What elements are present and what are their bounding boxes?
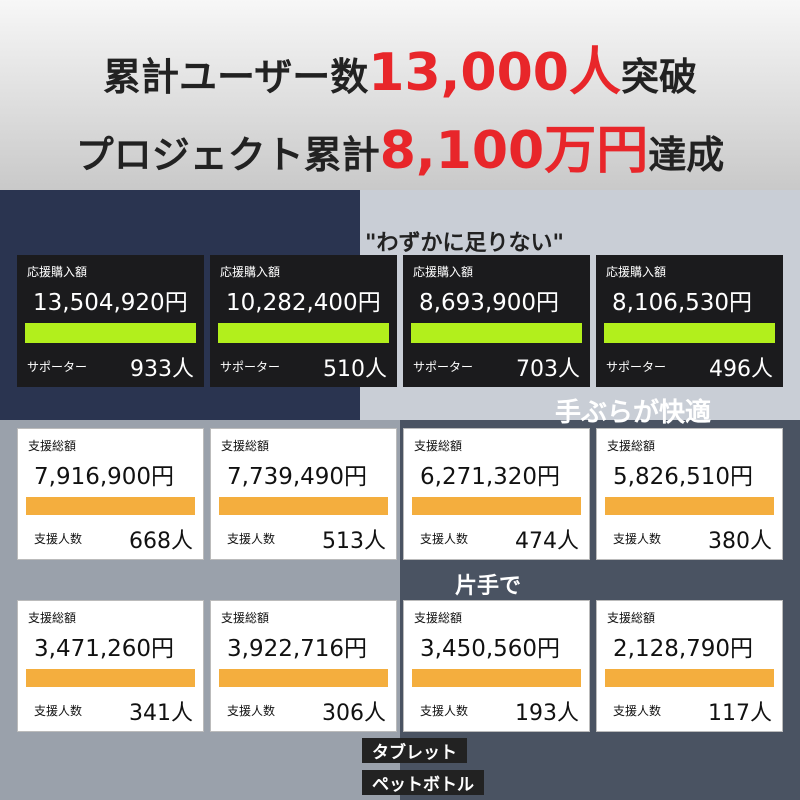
progress-bar: [26, 497, 195, 515]
count-label: サポーター: [413, 360, 474, 374]
stat-card: 支援総額 3,922,716円支援人数 306人: [210, 600, 397, 732]
count: 668人: [129, 529, 193, 554]
card-amount: 5,826,510円: [613, 464, 754, 490]
count: 510人: [323, 357, 387, 382]
card-label: 支援総額: [221, 611, 270, 625]
progress-bar: [26, 669, 195, 687]
count-label: 支援人数: [420, 704, 469, 718]
bg-text: "わずかに足りない": [365, 231, 564, 256]
headline-text: 突破: [620, 55, 697, 99]
count-label: 支援人数: [227, 704, 276, 718]
card-label: 応援購入額: [27, 265, 88, 279]
progress-bar: [25, 323, 196, 343]
bg-text: タブレット: [362, 738, 467, 763]
card-amount: 10,282,400円: [226, 290, 381, 316]
card-amount: 7,916,900円: [34, 464, 175, 490]
card-amount: 2,128,790円: [613, 636, 754, 662]
progress-bar: [604, 323, 775, 343]
count: 380人: [708, 529, 772, 554]
headline-1: 累計ユーザー数13,000人突破: [0, 30, 800, 105]
card-amount: 8,106,530円: [612, 290, 753, 316]
count-label: 支援人数: [613, 532, 662, 546]
stat-card: 支援総額 6,271,320円支援人数 474人: [403, 428, 590, 560]
card-amount: 7,739,490円: [227, 464, 368, 490]
count: 703人: [516, 357, 580, 382]
card-amount: 13,504,920円: [33, 290, 188, 316]
stat-card: 支援総額 3,471,260円支援人数 341人: [17, 600, 204, 732]
card-label: 支援総額: [414, 611, 463, 625]
card-amount: 3,922,716円: [227, 636, 368, 662]
stat-card: 支援総額 3,450,560円支援人数 193人: [403, 600, 590, 732]
headline-highlight: 8,100万円: [379, 121, 649, 181]
card-label: 支援総額: [607, 439, 656, 453]
headline-2: プロジェクト累計8,100万円達成: [0, 108, 800, 183]
count: 117人: [708, 701, 772, 726]
card-amount: 3,471,260円: [34, 636, 175, 662]
stat-card: 応援購入額 13,504,920円サポーター 933人: [17, 255, 204, 387]
count-label: 支援人数: [613, 704, 662, 718]
card-amount: 8,693,900円: [419, 290, 560, 316]
count: 933人: [130, 357, 194, 382]
bg-text: 片手で: [455, 574, 522, 599]
progress-bar: [219, 497, 388, 515]
progress-bar: [218, 323, 389, 343]
count: 306人: [322, 701, 386, 726]
header-bg: [0, 0, 800, 190]
card-amount: 6,271,320円: [420, 464, 561, 490]
count: 341人: [129, 701, 193, 726]
card-label: 支援総額: [28, 611, 77, 625]
stat-card: 支援総額 7,739,490円支援人数 513人: [210, 428, 397, 560]
count: 474人: [515, 529, 579, 554]
card-label: 応援購入額: [413, 265, 474, 279]
progress-bar: [412, 497, 581, 515]
stat-card: 応援購入額 8,693,900円サポーター 703人: [403, 255, 590, 387]
count-label: 支援人数: [34, 704, 83, 718]
card-label: 支援総額: [28, 439, 77, 453]
stat-card: 支援総額 2,128,790円支援人数 117人: [596, 600, 783, 732]
count-label: 支援人数: [227, 532, 276, 546]
card-amount: 3,450,560円: [420, 636, 561, 662]
card-label: 支援総額: [221, 439, 270, 453]
stat-card: 応援購入額 10,282,400円サポーター 510人: [210, 255, 397, 387]
card-label: 支援総額: [607, 611, 656, 625]
count: 193人: [515, 701, 579, 726]
bg-text: 手ぶらが快適: [555, 398, 712, 428]
card-label: 応援購入額: [606, 265, 667, 279]
headline-highlight: 13,000人: [368, 43, 621, 103]
count-label: サポーター: [220, 360, 281, 374]
headline-text: 達成: [648, 133, 725, 177]
card-label: 応援購入額: [220, 265, 281, 279]
progress-bar: [605, 497, 774, 515]
progress-bar: [219, 669, 388, 687]
count: 496人: [709, 357, 773, 382]
stat-card: 応援購入額 8,106,530円サポーター 496人: [596, 255, 783, 387]
count-label: サポーター: [27, 360, 88, 374]
progress-bar: [412, 669, 581, 687]
bg-text: ペットボトル: [362, 770, 484, 795]
count-label: サポーター: [606, 360, 667, 374]
headline-text: 累計ユーザー数: [103, 55, 369, 99]
progress-bar: [411, 323, 582, 343]
stat-card: 支援総額 5,826,510円支援人数 380人: [596, 428, 783, 560]
count-label: 支援人数: [420, 532, 469, 546]
count-label: 支援人数: [34, 532, 83, 546]
card-label: 支援総額: [414, 439, 463, 453]
progress-bar: [605, 669, 774, 687]
count: 513人: [322, 529, 386, 554]
headline-text: プロジェクト累計: [75, 133, 380, 177]
stat-card: 支援総額 7,916,900円支援人数 668人: [17, 428, 204, 560]
